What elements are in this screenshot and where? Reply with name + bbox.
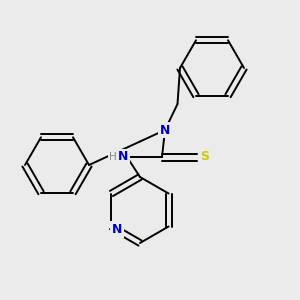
Text: S: S (200, 151, 209, 164)
Text: H: H (109, 152, 117, 162)
Text: N: N (160, 124, 170, 136)
Text: N: N (118, 151, 128, 164)
Text: N: N (112, 223, 123, 236)
